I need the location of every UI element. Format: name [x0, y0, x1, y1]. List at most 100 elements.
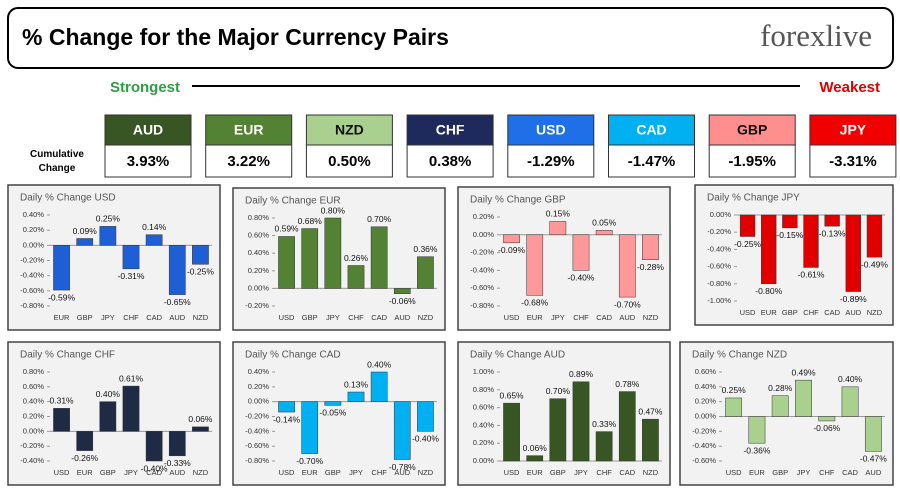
bar — [370, 371, 388, 402]
currency-cell — [507, 114, 595, 146]
y-tick-label: 0.00% — [695, 411, 717, 420]
bar — [748, 416, 766, 444]
bar — [192, 245, 209, 265]
bar — [864, 416, 882, 452]
x-tick-label: CHF — [573, 313, 589, 322]
value-label: -0.89% — [840, 294, 867, 304]
x-tick-label: USD — [740, 308, 756, 317]
y-tick-label: -0.60% — [692, 456, 716, 465]
y-tick-label: 0.00% — [23, 426, 45, 435]
bar — [99, 226, 117, 246]
value-label: 0.13% — [344, 379, 369, 389]
value-label: -0.09% — [498, 245, 525, 255]
change-cell — [205, 144, 293, 178]
x-tick-label: CAD — [371, 313, 387, 322]
bar — [145, 234, 163, 246]
bar — [370, 226, 388, 289]
y-tick-label: -0.80% — [707, 279, 731, 288]
bar — [324, 217, 342, 289]
x-tick-label: JPY — [101, 313, 115, 322]
change-value: -1.95% — [728, 153, 776, 170]
y-tick-label: -0.80% — [20, 301, 44, 310]
bar — [866, 214, 883, 258]
currency-name: GBP — [737, 122, 767, 138]
value-label: -0.33% — [164, 458, 191, 468]
y-tick-label: 1.00% — [473, 367, 495, 376]
change-cell — [104, 144, 192, 178]
x-tick-label: AUD — [619, 313, 635, 322]
x-tick-label: JPY — [124, 468, 138, 477]
x-tick-label: CAD — [619, 468, 635, 477]
currency-name: JPY — [840, 122, 867, 138]
y-tick-label: 0.80% — [473, 385, 495, 394]
bar — [782, 214, 798, 229]
currency-cell — [406, 114, 494, 146]
value-label: 0.28% — [768, 383, 793, 393]
change-value: 0.38% — [429, 153, 472, 170]
x-tick-label: CHF — [819, 468, 835, 477]
bar — [301, 228, 319, 289]
value-label: -0.40% — [141, 463, 168, 473]
value-label: -0.47% — [860, 454, 887, 464]
x-tick-label: AUD — [394, 468, 410, 477]
header-box — [7, 7, 894, 69]
bar — [572, 234, 590, 271]
y-tick-label: 0.80% — [23, 367, 45, 376]
x-tick-label: AUD — [169, 468, 185, 477]
x-tick-label: GBP — [325, 468, 341, 477]
value-label: 0.49% — [791, 367, 816, 377]
x-tick-label: CAD — [824, 308, 840, 317]
x-tick-label: NZD — [643, 468, 659, 477]
value-label: 0.09% — [73, 226, 98, 236]
value-label: 0.33% — [592, 419, 617, 429]
value-label: 0.40% — [96, 389, 121, 399]
bar — [618, 234, 636, 298]
value-label: 0.06% — [188, 414, 213, 424]
value-label: -0.06% — [813, 423, 840, 433]
y-tick-label: -0.20% — [245, 411, 269, 420]
value-label: 0.47% — [638, 406, 663, 416]
x-tick-label: EUR — [77, 468, 93, 477]
value-label: 0.70% — [546, 386, 571, 396]
value-label: 0.78% — [615, 379, 640, 389]
x-tick-label: NZD — [867, 308, 883, 317]
x-tick-label: GBP — [302, 313, 318, 322]
value-label: -0.06% — [389, 296, 416, 306]
bar — [503, 402, 520, 462]
y-tick-label: 0.20% — [473, 212, 495, 221]
x-tick-label: CHF — [596, 468, 612, 477]
bar — [347, 391, 365, 402]
value-label: -0.70% — [614, 299, 641, 309]
y-tick-label: -0.20% — [692, 426, 716, 435]
currency-cell — [104, 114, 192, 146]
bar — [122, 245, 140, 270]
bar — [618, 391, 636, 462]
x-tick-label: EUR — [527, 468, 543, 477]
bar — [526, 234, 544, 296]
value-label: 0.89% — [569, 369, 594, 379]
x-tick-label: CHF — [371, 468, 387, 477]
x-tick-label: JPY — [797, 468, 811, 477]
value-label: 0.05% — [592, 218, 617, 228]
bar — [53, 245, 70, 291]
bar — [503, 234, 520, 244]
bar — [642, 234, 659, 260]
x-tick-label: GBP — [100, 468, 116, 477]
value-label: 0.70% — [367, 214, 392, 224]
bar — [739, 214, 756, 237]
bar — [795, 379, 812, 417]
y-tick-label: 0.40% — [23, 210, 45, 219]
bar — [549, 398, 567, 462]
y-tick-label: -0.60% — [470, 283, 494, 292]
chart-title: Daily % Change CAD — [245, 350, 341, 361]
y-tick-label: -0.20% — [20, 441, 44, 450]
change-cell — [708, 144, 796, 178]
y-tick-label: 0.20% — [248, 266, 270, 275]
x-tick-label: USD — [54, 468, 70, 477]
bar — [417, 401, 434, 432]
change-value: -1.47% — [628, 153, 676, 170]
bar — [347, 265, 365, 289]
value-label: -0.40% — [568, 273, 595, 283]
currency-cell — [205, 114, 293, 146]
y-tick-label: 0.20% — [473, 438, 495, 447]
